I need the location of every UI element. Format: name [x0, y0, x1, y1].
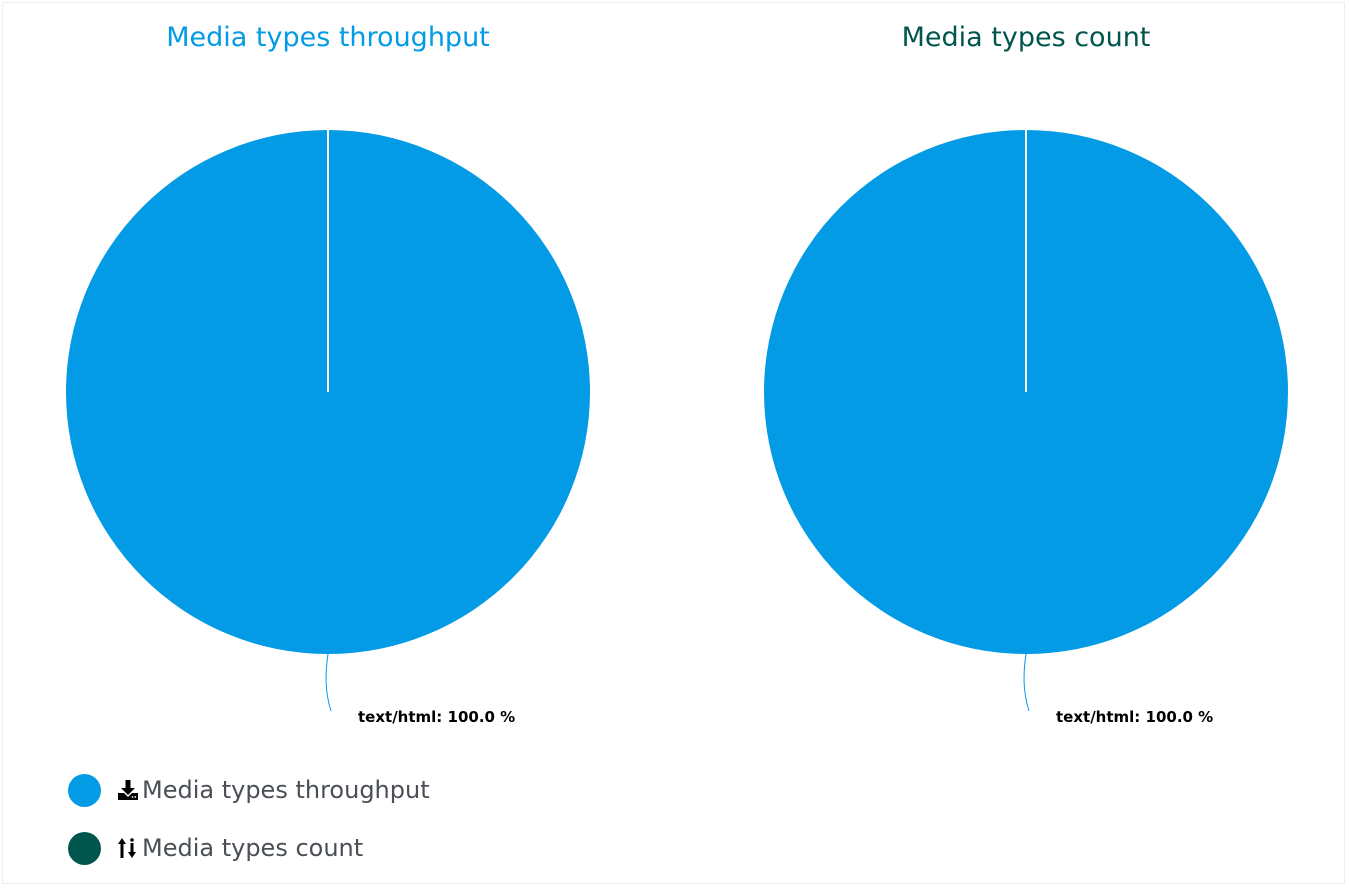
- chart-title-count: Media types count: [901, 22, 1151, 53]
- slice-data-label: text/html: 100.0 %: [358, 708, 515, 726]
- label-connector: [1023, 653, 1030, 712]
- legend-item-throughput[interactable]: Media types throughput: [68, 768, 430, 812]
- pie-chart-throughput: text/html: 100.0 %: [66, 130, 590, 726]
- legend-swatch-throughput: [68, 773, 101, 807]
- chart-title-throughput: Media types throughput: [166, 22, 490, 53]
- legend-swatch-count: [68, 831, 101, 865]
- download-icon: [117, 779, 139, 801]
- pie-charts: text/html: 100.0 % text/html: 100.0 %: [66, 130, 1288, 726]
- legend-label-count: Media types count: [142, 834, 364, 862]
- pie-chart-count: text/html: 100.0 %: [764, 130, 1288, 726]
- sort-arrows-icon: [117, 837, 139, 859]
- legend-item-count[interactable]: Media types count: [68, 826, 430, 870]
- legend: Media types throughput Media types count: [68, 768, 430, 884]
- legend-label-throughput: Media types throughput: [142, 776, 430, 804]
- slice-data-label: text/html: 100.0 %: [1056, 708, 1213, 726]
- label-connector: [325, 653, 332, 712]
